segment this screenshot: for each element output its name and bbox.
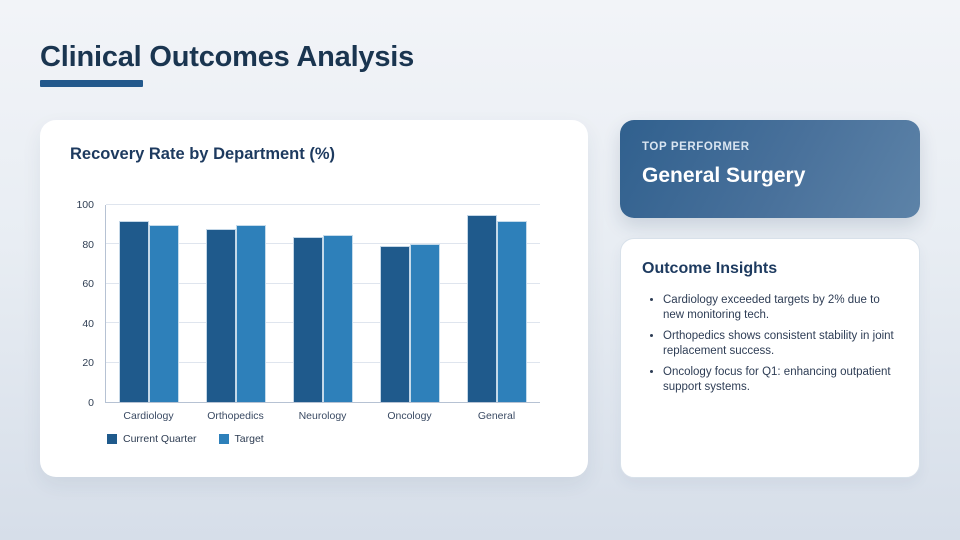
x-axis-label: Cardiology xyxy=(123,410,174,422)
y-tick-label: 40 xyxy=(82,317,94,330)
gridline xyxy=(106,204,540,205)
bar-target xyxy=(236,224,267,402)
bar-current-quarter xyxy=(119,220,150,402)
x-axis-labels: Cardiology Orthopedics Neurology Oncology Ge… xyxy=(105,410,540,422)
legend-label: Current Quarter xyxy=(123,433,197,445)
bar-current-quarter xyxy=(466,214,497,402)
legend-swatch xyxy=(107,434,117,444)
top-performer-label: TOP PERFORMER xyxy=(642,141,750,153)
bar-groups xyxy=(106,205,540,402)
bar-target xyxy=(149,224,180,402)
y-tick-label: 20 xyxy=(82,357,94,370)
insights-title: Outcome Insights xyxy=(642,260,778,277)
chart-card: Recovery Rate by Department (%) 0 20 40 60 8… xyxy=(40,120,588,477)
insight-item: Cardiology exceeded targets by 2% due to… xyxy=(663,293,900,322)
bar-current-quarter xyxy=(206,228,237,402)
top-performer-value: General Surgery xyxy=(642,164,806,187)
legend-label: Target xyxy=(234,433,264,445)
chart-title: Recovery Rate by Department (%) xyxy=(70,145,335,163)
chart-legend: Current Quarter Target xyxy=(107,433,264,445)
y-axis-labels: 0 20 40 60 80 100 xyxy=(40,199,98,409)
plot-area xyxy=(105,204,540,403)
title-underline xyxy=(40,80,143,87)
bar-current-quarter xyxy=(292,236,323,402)
bar-current-quarter xyxy=(379,246,410,402)
bar-target xyxy=(322,234,353,402)
insights-list: Cardiology exceeded targets by 2% due to… xyxy=(645,293,900,402)
page-title: Clinical Outcomes Analysis xyxy=(40,41,415,73)
bar-group xyxy=(366,205,453,402)
y-tick-label: 60 xyxy=(82,278,94,291)
y-tick-label: 0 xyxy=(88,397,94,409)
insights-card: Outcome Insights Cardiology exceeded tar… xyxy=(620,238,920,478)
x-axis-label: General xyxy=(477,410,516,422)
bar-target xyxy=(496,220,527,402)
y-tick-label: 100 xyxy=(76,199,94,211)
legend-item: Current Quarter xyxy=(107,433,197,445)
insight-item: Orthopedics shows consistent stability i… xyxy=(663,329,900,358)
bar-group xyxy=(280,205,367,402)
bar-target xyxy=(409,244,440,402)
y-tick-label: 80 xyxy=(82,238,94,251)
legend-swatch xyxy=(218,434,229,444)
bar-group xyxy=(193,205,280,402)
top-performer-card: TOP PERFORMER General Surgery xyxy=(620,120,920,218)
bar-group xyxy=(106,205,193,402)
bar-group xyxy=(453,205,540,402)
x-axis-label: Orthopedics xyxy=(207,410,264,422)
legend-item: Target xyxy=(218,433,264,445)
insight-item: Oncology focus for Q1: enhancing outpati… xyxy=(663,365,900,394)
x-axis-label: Oncology xyxy=(387,410,432,422)
x-axis-label: Neurology xyxy=(298,410,347,422)
